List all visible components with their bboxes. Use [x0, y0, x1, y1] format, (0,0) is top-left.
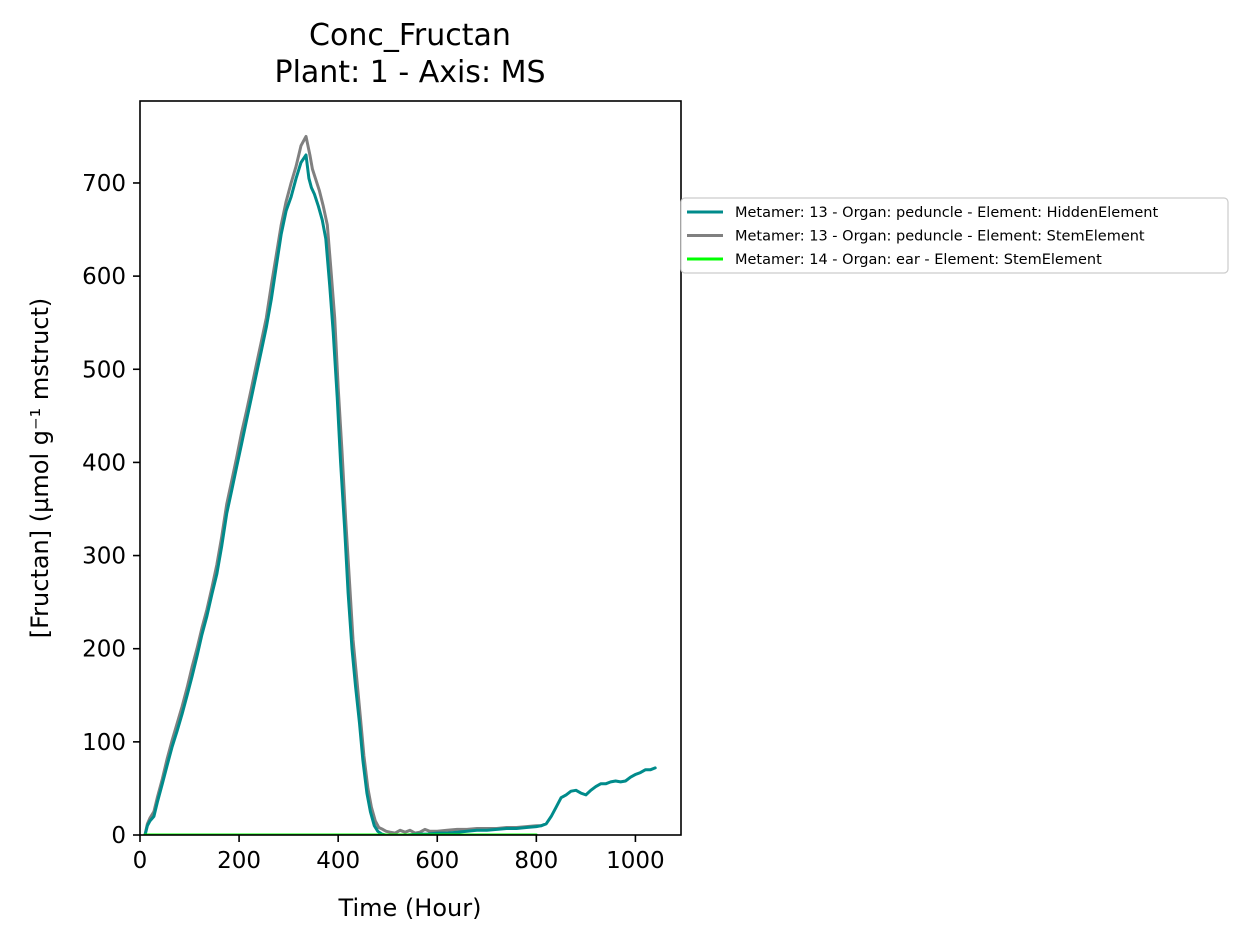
- y-tick-label: 700: [82, 171, 126, 197]
- y-tick-label: 0: [111, 823, 126, 849]
- legend-frame: [680, 197, 1229, 274]
- legend: Metamer: 13 - Organ: peduncle - Element:…: [680, 197, 1229, 274]
- x-tick-label: 0: [133, 848, 148, 874]
- y-tick-label: 500: [82, 357, 126, 383]
- y-tick-label: 600: [82, 264, 126, 290]
- series-line-1: [143, 153, 657, 835]
- legend-label-2: Metamer: 13 - Organ: peduncle - Element:…: [735, 229, 1145, 245]
- x-tick-label: 400: [316, 848, 360, 874]
- x-tick-label: 800: [514, 848, 558, 874]
- x-tick-label: 1000: [606, 848, 665, 874]
- x-axis-label: Time (Hour): [338, 894, 482, 922]
- series-line-2: [143, 134, 543, 835]
- x-axis: 0 200 400 600 800 1000: [133, 835, 665, 874]
- series-layer: [143, 134, 657, 835]
- y-axis-label: [Fructan] (µmol g⁻¹ mstruct): [26, 298, 54, 639]
- chart-title: Conc_Fructan: [309, 18, 511, 53]
- legend-label-3: Metamer: 14 - Organ: ear - Element: Stem…: [735, 252, 1102, 268]
- y-axis: 0 100 200 300 400 500 600 700: [82, 171, 140, 849]
- y-tick-label: 100: [82, 730, 126, 756]
- plot-frame: [139, 100, 682, 836]
- chart-subtitle: Plant: 1 - Axis: MS: [274, 55, 545, 90]
- x-tick-label: 200: [217, 848, 261, 874]
- plot-area: [143, 134, 657, 835]
- y-tick-label: 400: [82, 450, 126, 476]
- y-tick-label: 300: [82, 544, 126, 570]
- x-tick-label: 600: [415, 848, 459, 874]
- legend-label-1: Metamer: 13 - Organ: peduncle - Element:…: [735, 205, 1158, 221]
- y-tick-label: 200: [82, 637, 126, 663]
